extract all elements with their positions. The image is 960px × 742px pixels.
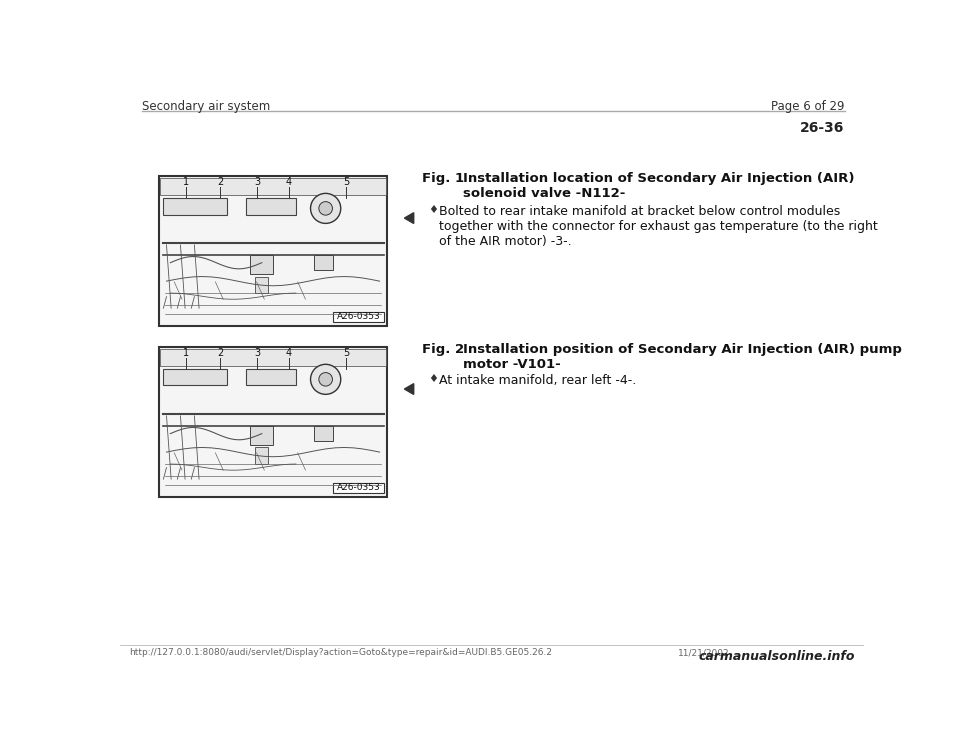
- Text: Bolted to rear intake manifold at bracket below control modules
together with th: Bolted to rear intake manifold at bracke…: [440, 206, 878, 249]
- Text: Fig. 2: Fig. 2: [422, 343, 465, 356]
- Text: Secondary air system: Secondary air system: [142, 100, 270, 113]
- Bar: [255, 447, 268, 464]
- Text: ♦: ♦: [428, 374, 439, 384]
- Text: Fig. 1: Fig. 1: [422, 172, 465, 186]
- Circle shape: [319, 202, 332, 215]
- Bar: [158, 347, 388, 497]
- Text: Installation position of Secondary Air Injection (AIR) pump
motor -V101-: Installation position of Secondary Air I…: [463, 343, 901, 371]
- Polygon shape: [404, 213, 414, 223]
- Circle shape: [310, 364, 341, 394]
- Text: At intake manifold, rear left -4-.: At intake manifold, rear left -4-.: [440, 374, 636, 387]
- Circle shape: [310, 194, 341, 223]
- Bar: [246, 197, 296, 214]
- Bar: [162, 197, 227, 214]
- Bar: [333, 482, 383, 493]
- Bar: [255, 277, 268, 294]
- Bar: [160, 178, 386, 195]
- Bar: [250, 255, 274, 275]
- Bar: [314, 255, 333, 270]
- Text: Installation location of Secondary Air Injection (AIR)
solenoid valve -N112-: Installation location of Secondary Air I…: [463, 172, 854, 200]
- Text: ♦: ♦: [428, 206, 439, 215]
- Bar: [314, 426, 333, 441]
- Bar: [158, 176, 388, 326]
- Polygon shape: [404, 384, 414, 395]
- Text: 5: 5: [343, 348, 349, 358]
- Text: A26-0353: A26-0353: [336, 483, 380, 493]
- Text: 11/21/2002: 11/21/2002: [678, 648, 730, 657]
- Bar: [246, 369, 296, 386]
- Text: Page 6 of 29: Page 6 of 29: [771, 100, 845, 113]
- Bar: [162, 369, 227, 386]
- Text: 2: 2: [217, 348, 224, 358]
- Bar: [333, 312, 383, 322]
- Bar: [160, 349, 386, 367]
- Text: carmanualsonline.info: carmanualsonline.info: [698, 649, 854, 663]
- Text: 26-36: 26-36: [801, 122, 845, 135]
- Text: 3: 3: [254, 177, 260, 187]
- Bar: [250, 426, 274, 445]
- Text: 2: 2: [217, 177, 224, 187]
- Text: 1: 1: [183, 177, 189, 187]
- Text: 3: 3: [254, 348, 260, 358]
- Text: 1: 1: [183, 348, 189, 358]
- Circle shape: [319, 372, 332, 386]
- Text: 4: 4: [286, 348, 292, 358]
- Text: A26-0353: A26-0353: [336, 312, 380, 321]
- Text: 4: 4: [286, 177, 292, 187]
- Text: 5: 5: [343, 177, 349, 187]
- Text: http://127.0.0.1:8080/audi/servlet/Display?action=Goto&type=repair&id=AUDI.B5.GE: http://127.0.0.1:8080/audi/servlet/Displ…: [130, 648, 552, 657]
